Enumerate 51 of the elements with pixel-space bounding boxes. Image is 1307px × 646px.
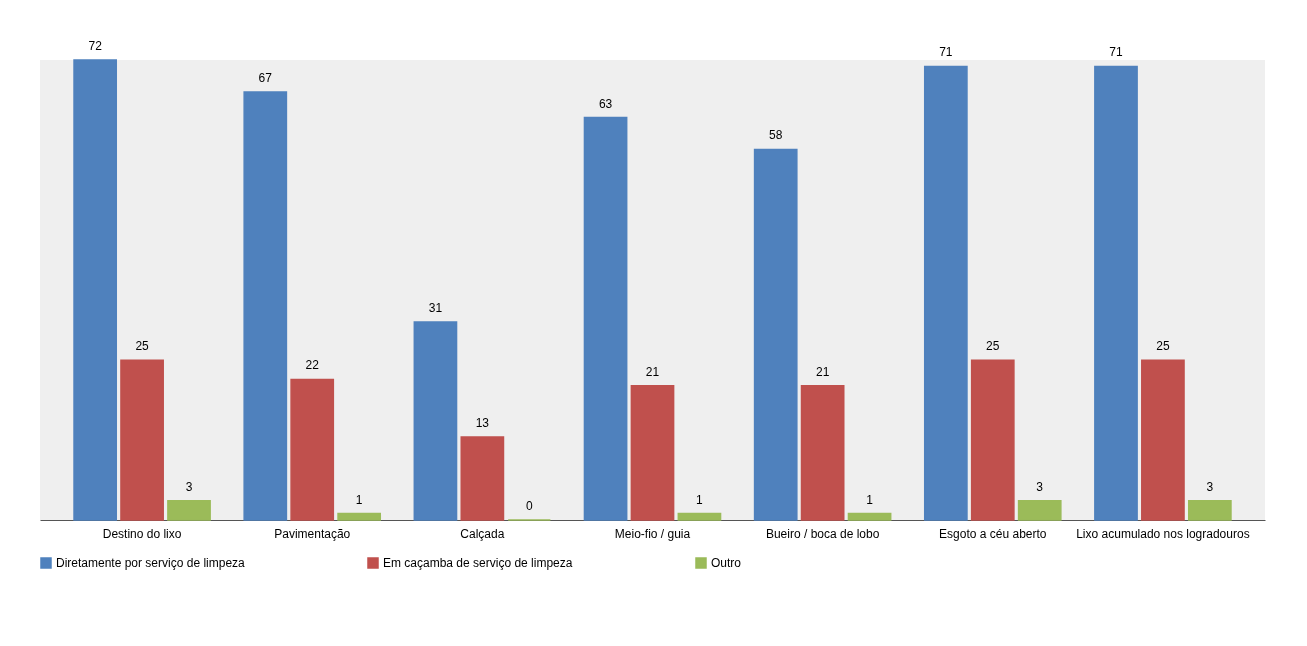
data-label: 1 — [866, 492, 874, 507]
bar — [73, 59, 118, 521]
x-tick-label: Esgoto a céu aberto — [939, 526, 1047, 541]
bar — [970, 359, 1015, 521]
data-label: 1 — [355, 492, 363, 507]
bar — [120, 359, 164, 521]
data-label: 72 — [88, 39, 103, 53]
bar — [167, 500, 211, 521]
bar — [800, 385, 845, 521]
legend-label: Outro — [711, 556, 742, 570]
bar — [753, 148, 798, 521]
bar — [413, 321, 458, 521]
data-label: 3 — [1036, 479, 1044, 494]
bar — [460, 436, 505, 521]
bar — [583, 116, 628, 521]
data-label: 25 — [135, 339, 150, 354]
data-label: 0 — [525, 499, 533, 513]
bar — [243, 91, 288, 521]
x-tick-label: Lixo acumulado nos logradouros — [1076, 526, 1250, 541]
legend-label: Diretamente por serviço de limpeza — [56, 556, 246, 570]
bar — [630, 385, 675, 521]
bar — [1094, 65, 1138, 521]
data-label: 21 — [815, 364, 830, 379]
bar — [1141, 359, 1185, 521]
bar — [1187, 500, 1232, 521]
x-tick-label: Pavimentação — [274, 526, 351, 541]
bar — [677, 512, 722, 521]
bar — [290, 378, 335, 521]
x-tick-label: Bueiro / boca de lobo — [765, 526, 880, 541]
data-label: 67 — [258, 70, 273, 85]
data-label: 1 — [696, 492, 704, 507]
bar — [923, 65, 968, 521]
data-label: 63 — [598, 96, 613, 111]
data-label: 25 — [1156, 339, 1170, 354]
x-tick-label: Calçada — [460, 526, 505, 541]
data-label: 71 — [939, 45, 953, 60]
data-label: 71 — [1109, 45, 1123, 60]
x-tick-label: Meio-fio / guia — [614, 526, 691, 541]
data-label: 21 — [645, 364, 660, 379]
bar — [847, 512, 892, 521]
data-label: 58 — [769, 128, 783, 143]
data-label: 3 — [1206, 479, 1214, 494]
legend-label: Em caçamba de serviço de limpeza — [383, 556, 573, 570]
data-label: 25 — [986, 339, 1000, 354]
data-label: 22 — [305, 358, 320, 373]
x-tick-label: Destino do lixo — [102, 526, 182, 541]
data-label: 3 — [185, 479, 193, 494]
bar — [337, 512, 382, 521]
data-label: 13 — [475, 415, 490, 430]
data-label: 31 — [428, 300, 443, 315]
bar — [1017, 500, 1062, 521]
